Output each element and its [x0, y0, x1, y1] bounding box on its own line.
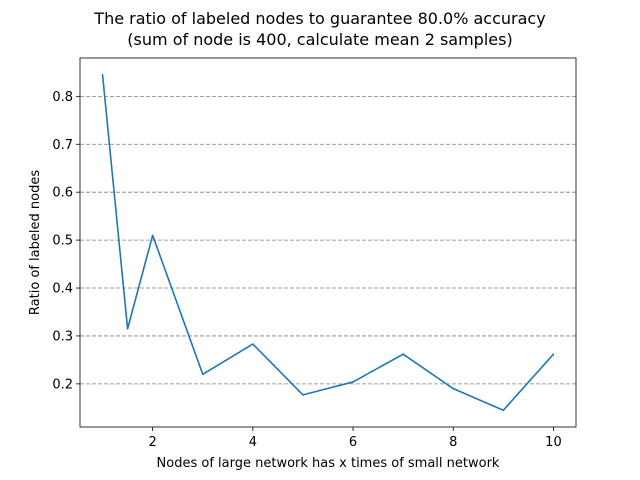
- y-grid: [80, 95, 576, 385]
- data-point: [101, 73, 104, 76]
- y-tick-label: 0.4: [52, 282, 73, 297]
- data-point: [151, 234, 154, 237]
- data-point: [302, 394, 304, 396]
- chart-title-line2: (sum of node is 400, calculate mean 2 sa…: [127, 30, 512, 49]
- data-point: [126, 327, 129, 330]
- data-point: [352, 381, 354, 383]
- data-point: [201, 373, 204, 376]
- x-axis-label: Nodes of large network has x times of sm…: [157, 456, 500, 471]
- x-tick-label: 2: [149, 435, 157, 450]
- y-tick-label: 0.6: [52, 186, 73, 201]
- y-tick-label: 0.8: [52, 90, 73, 105]
- x-tick-label: 4: [249, 435, 257, 450]
- axis-ticks: 0.2 0.3 0.4 0.5 0.6 0.7 0.8 2 4 6 8 10: [52, 90, 561, 450]
- y-axis-label: Ratio of labeled nodes: [28, 170, 43, 315]
- x-tick-label: 6: [349, 435, 357, 450]
- y-tick-label: 0.7: [52, 138, 73, 153]
- data-point: [502, 409, 505, 412]
- series-layer: [101, 73, 555, 412]
- chart-title-line1: The ratio of labeled nodes to guarantee …: [93, 9, 545, 28]
- y-tick-label: 0.3: [52, 329, 73, 344]
- y-tick-label: 0.5: [52, 234, 73, 249]
- plot-area-frame: [79, 57, 577, 428]
- x-tick-label: 8: [449, 435, 457, 450]
- data-point: [402, 353, 404, 355]
- x-tick-label: 10: [545, 435, 562, 450]
- data-point: [252, 343, 254, 345]
- data-point: [452, 387, 455, 390]
- y-tick-label: 0.2: [52, 377, 73, 392]
- data-point: [552, 353, 555, 355]
